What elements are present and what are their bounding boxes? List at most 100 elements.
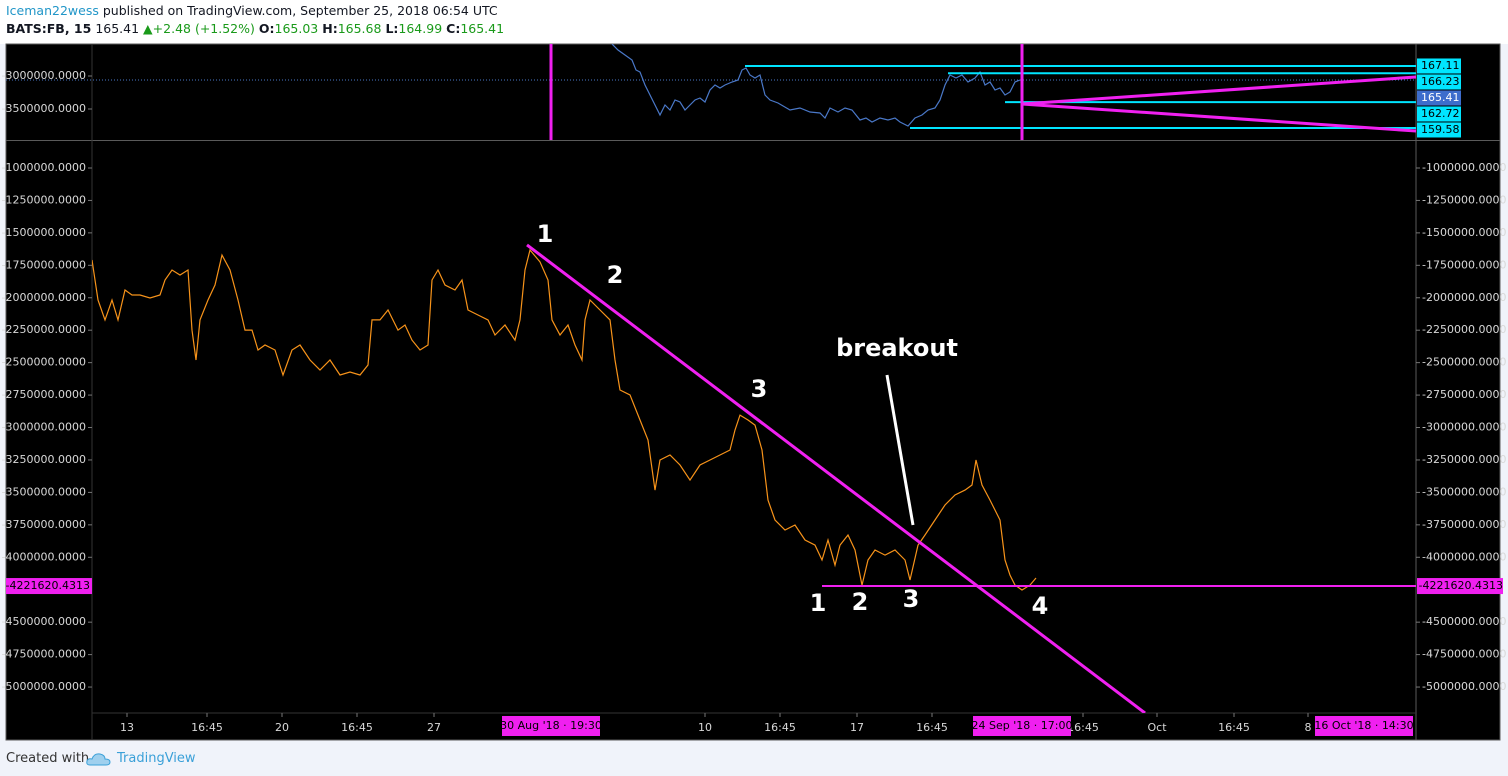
open-key: O:: [258, 21, 275, 36]
x-tick-label: 16:45: [764, 721, 796, 734]
y-tick-label: -2250000.0000: [1422, 323, 1506, 336]
y-tick-label: -3250000.0000: [2, 453, 86, 466]
level-label-box: [1417, 578, 1503, 595]
arrow: [885, 374, 915, 526]
trendline: [526, 243, 1146, 713]
y-tick-label: -3000000.0000: [1422, 421, 1506, 434]
y-tick-label: -2000000.0000: [2, 291, 86, 304]
open-value: 165.03: [274, 21, 319, 36]
x-tick-label: 13: [120, 721, 134, 734]
axes: -3000000.0000 -3500000.0000 167.11 166.23 16…: [2, 44, 1506, 736]
x-tick-label: 17: [850, 721, 864, 734]
y-tick-label: -1000000.0000: [2, 161, 86, 174]
price-level-label: 159.58: [1421, 123, 1460, 136]
y-tick-label: -3750000.0000: [2, 518, 86, 531]
price-level-label-box: [1417, 58, 1461, 74]
change: +2.48 (+1.52%): [152, 21, 255, 36]
pink-trendline: [1021, 75, 1417, 106]
y-tick-label: -3500000.0000: [2, 485, 86, 498]
price-level-label-box: [1417, 106, 1461, 122]
x-tick-label: 27: [427, 721, 441, 734]
top-pane: [611, 44, 1416, 129]
last-price: 165.41: [95, 21, 140, 36]
close-key: C:: [446, 21, 461, 36]
y-tick-label: -5000000.0000: [2, 680, 86, 693]
created-with: Created with: [6, 751, 90, 766]
y-tick-label: -1500000.0000: [2, 226, 86, 239]
x-tick-label: 8: [1305, 721, 1312, 734]
y-tick-label: -1250000.0000: [1422, 193, 1506, 206]
y-tick-label: -1750000.0000: [2, 258, 86, 271]
annotation: 2: [852, 588, 869, 616]
y-tick-label: -4750000.0000: [1422, 648, 1506, 661]
y-tick-label: -2250000.0000: [2, 323, 86, 336]
date-marker-box: [973, 716, 1071, 736]
y-tick-label: -3000000.0000: [2, 69, 86, 82]
top-drawings: [1021, 75, 1417, 133]
annotation: 2: [607, 261, 624, 289]
y-tick-label: -2000000.0000: [1422, 291, 1506, 304]
y-tick-label: -3500000.0000: [2, 102, 86, 115]
price-level-label-box: [1417, 122, 1461, 138]
price-level-label: 167.11: [1421, 59, 1460, 72]
close-value: 165.41: [460, 21, 505, 36]
x-tick-label: 20: [275, 721, 289, 734]
y-tick-label: -4500000.0000: [1422, 615, 1506, 628]
y-tick-label: -2500000.0000: [1422, 356, 1506, 369]
date-marker-label: 16 Oct '18 · 14:30: [1314, 719, 1413, 732]
last-price-label: 165.41: [1421, 91, 1460, 104]
price-level-label: 166.23: [1421, 75, 1460, 88]
bottom-pane: [92, 243, 1416, 713]
logo: [86, 753, 111, 766]
y-tick-label: -1750000.0000: [1422, 258, 1506, 271]
date-marker-box: [502, 716, 600, 736]
x-tick-label: Oct: [1147, 721, 1167, 734]
series-line: [92, 248, 1037, 591]
annotation: 3: [903, 585, 920, 613]
y-tick-label: -3750000.0000: [1422, 518, 1506, 531]
annotation: 4: [1032, 592, 1049, 620]
author[interactable]: Iceman22wess: [6, 3, 99, 18]
annotation: breakout: [836, 334, 958, 362]
symbol: BATS:FB, 15: [6, 21, 92, 36]
y-tick-label: -2750000.0000: [1422, 388, 1506, 401]
high-key: H:: [322, 21, 338, 36]
price-level-label-box: [1417, 74, 1461, 90]
header: Iceman22wess published on TradingView.co…: [0, 0, 1508, 44]
x-tick-label: 16:45: [1218, 721, 1250, 734]
published: published on TradingView.com, September …: [102, 3, 498, 18]
footer: Created with TradingView: [0, 742, 1508, 776]
y-tick-label: -4500000.0000: [2, 615, 86, 628]
x-tick-label: 16:45: [341, 721, 373, 734]
pink-trendline: [1021, 102, 1417, 133]
y-tick-label: -1500000.0000: [1422, 226, 1506, 239]
level-label: -4221620.4313: [6, 579, 90, 592]
chart-frame: [5, 43, 1501, 741]
y-tick-label: -4000000.0000: [1422, 550, 1506, 563]
y-tick-label: -1000000.0000: [1422, 161, 1506, 174]
low-value: 164.99: [398, 21, 443, 36]
y-tick-label: -3000000.0000: [2, 421, 86, 434]
x-tick-label: 10: [698, 721, 712, 734]
x-tick-label: 16:45: [191, 721, 223, 734]
y-tick-label: -4750000.0000: [2, 648, 86, 661]
x-tick-label: 16:45: [1067, 721, 1099, 734]
annotation: 1: [537, 220, 554, 248]
low-key: L:: [385, 21, 399, 36]
level-label-box: [6, 578, 92, 595]
last-price-label-box: [1417, 90, 1461, 106]
date-marker-box: [1315, 716, 1413, 736]
y-tick-label: -4000000.0000: [2, 550, 86, 563]
brand[interactable]: TradingView: [117, 751, 196, 766]
high-value: 165.68: [337, 21, 382, 36]
annotations: 1 2 3 breakout 1 2 3 4: [537, 220, 1049, 620]
date-marker-label: 24 Sep '18 · 17:00: [972, 719, 1073, 732]
date-marker-label: 30 Aug '18 · 19:30: [500, 719, 602, 732]
y-tick-label: -1250000.0000: [2, 193, 86, 206]
symbol-line: BATS:FB, 15 165.41 ▲+2.48 (+1.52%) O:165…: [6, 21, 504, 36]
x-tick-label: 16:45: [916, 721, 948, 734]
y-tick-label: -3500000.0000: [1422, 485, 1506, 498]
y-tick-label: -5000000.0000: [1422, 680, 1506, 693]
chart: -3000000.0000 -3500000.0000 167.11 166.23 16…: [2, 43, 1506, 741]
